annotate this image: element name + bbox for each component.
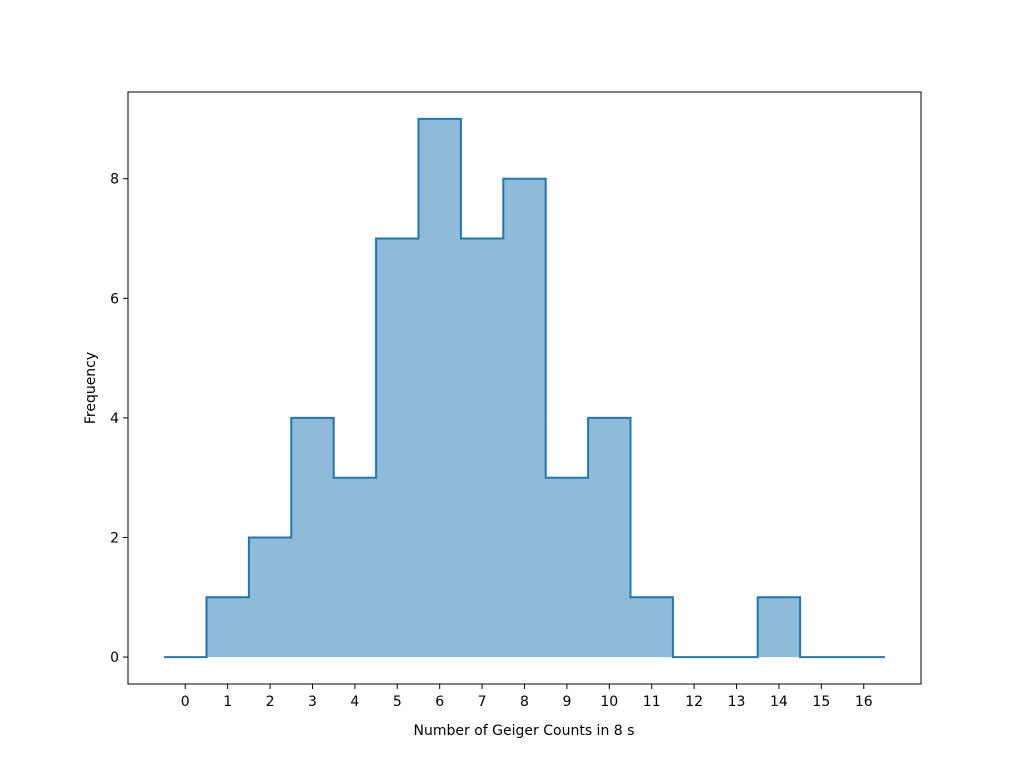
bin-2 <box>249 537 291 657</box>
x-tick-label: 8 <box>520 694 529 710</box>
x-tick-label: 7 <box>478 694 487 710</box>
bin-11 <box>631 597 673 657</box>
x-axis-label: Number of Geiger Counts in 8 s <box>414 723 635 739</box>
bin-3 <box>291 418 333 657</box>
y-tick-label: 0 <box>110 650 119 666</box>
x-tick-label: 5 <box>393 694 402 710</box>
y-axis-label: Frequency <box>83 352 99 424</box>
x-tick-label: 4 <box>350 694 359 710</box>
x-tick-label: 16 <box>855 694 873 710</box>
x-tick-label: 11 <box>643 694 661 710</box>
x-tick-label: 14 <box>770 694 788 710</box>
x-tick-label: 15 <box>812 694 830 710</box>
histogram-fill <box>164 118 885 658</box>
x-tick-label: 1 <box>223 694 232 710</box>
x-tick-label: 10 <box>600 694 618 710</box>
x-tick-label: 9 <box>562 694 571 710</box>
bin-7 <box>461 239 503 658</box>
bin-5 <box>376 239 418 658</box>
bin-6 <box>418 119 460 657</box>
y-tick-label: 2 <box>110 530 119 546</box>
bin-1 <box>206 597 248 657</box>
bin-10 <box>588 418 630 657</box>
x-tick-label: 12 <box>685 694 703 710</box>
bin-4 <box>334 478 376 657</box>
x-tick-label: 0 <box>181 694 190 710</box>
bin-9 <box>546 478 588 657</box>
x-tick-label: 3 <box>308 694 317 710</box>
x-tick-label: 2 <box>266 694 275 710</box>
bin-14 <box>758 597 800 657</box>
y-tick-label: 6 <box>110 291 119 307</box>
x-tick-label: 13 <box>728 694 746 710</box>
y-tick-label: 8 <box>110 172 119 188</box>
y-tick-label: 4 <box>110 411 119 427</box>
bin-8 <box>503 179 545 657</box>
histogram-step-line <box>164 117 885 659</box>
x-tick-label: 6 <box>435 694 444 710</box>
